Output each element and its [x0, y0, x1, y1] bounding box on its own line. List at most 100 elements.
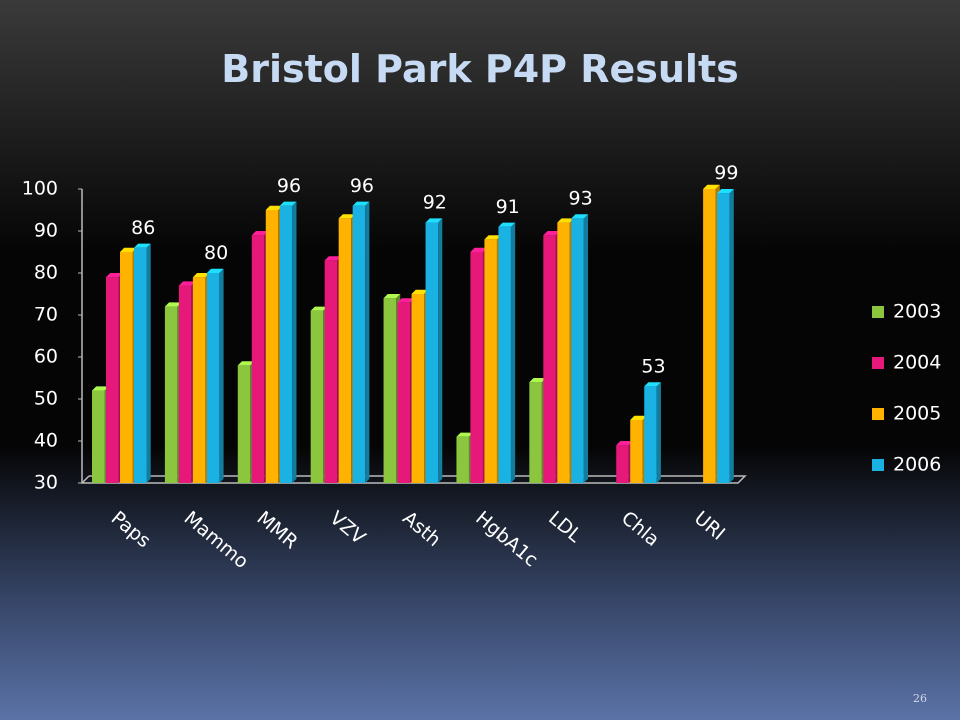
bar-top [265, 205, 283, 210]
legend-swatch [872, 459, 884, 471]
bar-top [543, 231, 561, 236]
data-label: 99 [714, 162, 738, 184]
bar [120, 252, 133, 483]
y-tick-label: 90 [34, 220, 58, 242]
y-tick-label: 60 [34, 346, 58, 368]
bar-top [237, 361, 255, 366]
bar [543, 235, 556, 483]
bar [703, 189, 716, 483]
bar [470, 252, 483, 483]
data-label: 80 [204, 242, 228, 264]
bar [310, 310, 324, 483]
bar [644, 386, 657, 483]
legend-swatch [872, 408, 884, 420]
bar-side [656, 382, 661, 483]
bar-group [717, 189, 734, 483]
bar-top [397, 298, 415, 303]
bar [106, 277, 119, 483]
bar-top [703, 184, 720, 189]
bar [164, 306, 178, 483]
legend-swatch [872, 306, 884, 318]
bar-top [557, 218, 575, 223]
bar [265, 210, 279, 483]
bar-top [411, 289, 429, 294]
bar-top [644, 382, 661, 387]
bar-group [644, 382, 661, 483]
x-tick-label: VZV [325, 507, 369, 549]
bar-top [310, 306, 328, 311]
bar [571, 218, 584, 483]
bar-group [571, 214, 589, 483]
y-tick-label: 100 [22, 178, 58, 200]
bar-top [206, 268, 224, 273]
bar-side [510, 222, 516, 483]
bar-top [616, 441, 633, 446]
y-tick-label: 70 [34, 304, 58, 326]
x-tick-label: Mammo [180, 507, 253, 573]
bar [529, 382, 542, 483]
data-label: 91 [496, 196, 520, 218]
bar-top [192, 273, 210, 278]
chart-title: Bristol Park P4P Results [221, 47, 738, 91]
legend-label: 2003 [893, 301, 941, 323]
y-tick-label: 50 [34, 388, 58, 410]
bar-top [92, 386, 109, 391]
x-tick-label: HgbA1c [471, 507, 542, 571]
legend-label: 2006 [893, 454, 941, 476]
bar-top [717, 189, 734, 194]
bar-side [219, 268, 224, 483]
bar-side [292, 201, 297, 483]
bar [411, 294, 425, 483]
bar [192, 277, 206, 483]
bar-group [279, 201, 297, 484]
bar-top [470, 247, 488, 252]
data-label: 96 [277, 175, 301, 197]
bar-top [324, 256, 342, 261]
bar [251, 235, 265, 483]
bar-top [456, 432, 474, 437]
y-tick-label: 40 [34, 430, 58, 452]
x-tick-label: LDL [544, 507, 586, 547]
bar-top [498, 222, 516, 227]
bar-top [529, 378, 547, 383]
x-tick-label: Chla [617, 507, 663, 551]
bar-top [352, 201, 370, 206]
bar-top [178, 281, 196, 286]
slide-number: 26 [913, 692, 927, 705]
bar-group [134, 243, 151, 483]
bar-top [425, 218, 443, 223]
bar [397, 302, 411, 483]
bar-group [498, 222, 516, 484]
legend-swatch [872, 357, 884, 369]
bar-top [571, 214, 589, 219]
bar [279, 205, 293, 484]
legend-label: 2005 [893, 403, 941, 425]
axis-floor [81, 475, 90, 484]
bar-top [484, 235, 502, 240]
x-tick-label: Asth [398, 507, 445, 551]
bar-side [365, 201, 370, 483]
bar [237, 365, 251, 483]
bar [557, 222, 570, 483]
bar [717, 193, 730, 483]
bar [338, 218, 352, 483]
y-tick-label: 80 [34, 262, 58, 284]
bar-top [383, 294, 401, 299]
data-label: 53 [641, 355, 665, 377]
bar [352, 205, 366, 484]
bar [206, 273, 220, 483]
bar [484, 239, 497, 483]
bar [498, 226, 511, 484]
data-label: 96 [350, 175, 374, 197]
data-label: 92 [423, 192, 447, 214]
y-tick-label: 30 [34, 472, 58, 494]
bar-top [279, 201, 297, 206]
bar [178, 285, 192, 483]
bar [92, 390, 105, 483]
x-tick-label: Paps [107, 507, 155, 552]
data-label: 93 [568, 187, 592, 209]
x-tick-label: MMR [253, 507, 302, 553]
data-label: 86 [131, 217, 155, 239]
x-tick-label: URI [690, 507, 729, 545]
